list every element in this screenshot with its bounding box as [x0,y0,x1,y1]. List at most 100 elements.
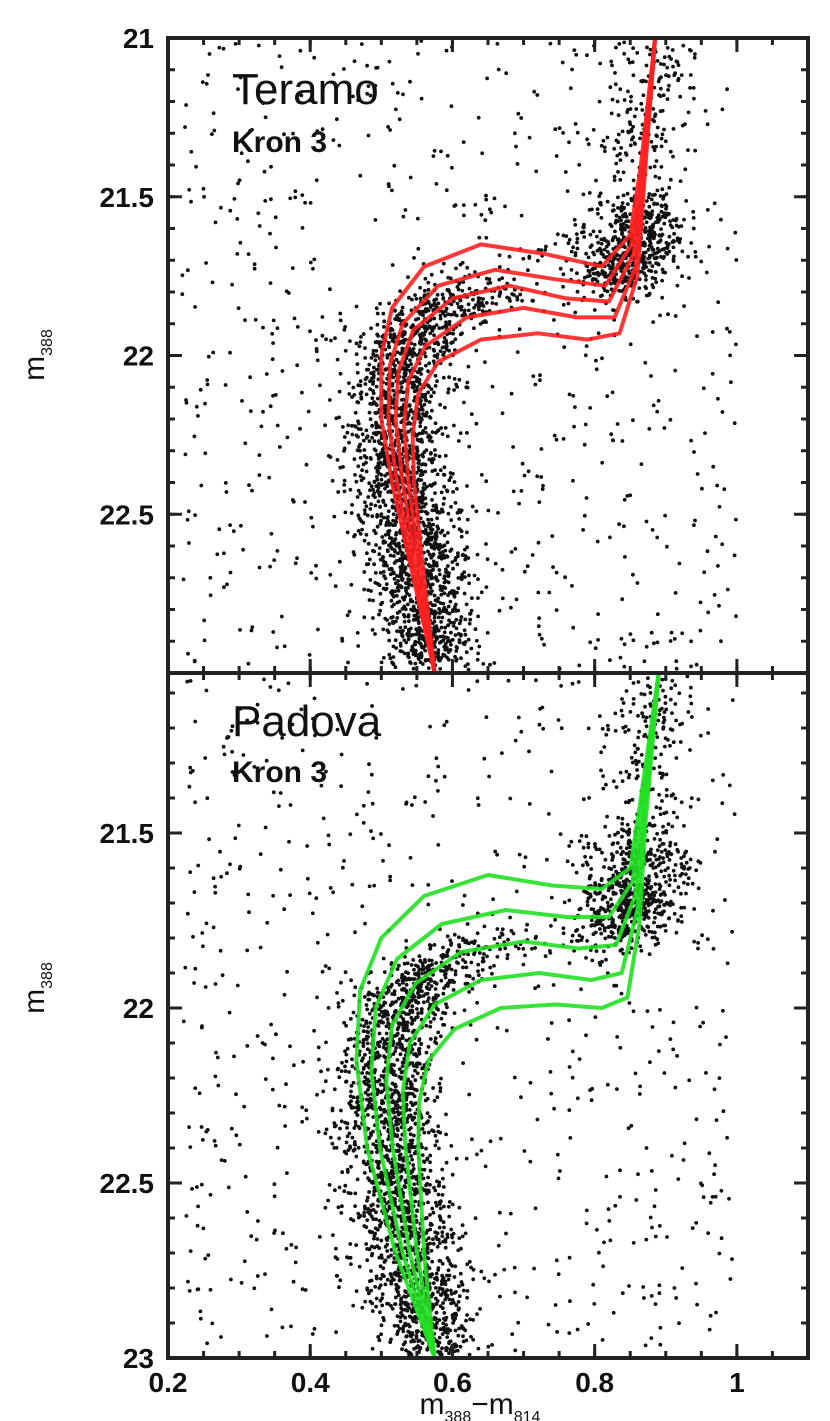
star-point [391,644,396,649]
star-point [444,320,448,325]
star-point [344,1052,349,1057]
star-point [447,611,452,616]
star-point [598,200,603,205]
star-point [428,435,433,440]
star-point [337,143,342,148]
star-point [315,358,320,363]
star-point [431,1086,435,1090]
star-point [252,266,257,271]
star-point [666,312,670,317]
star-point [430,621,435,626]
star-point [691,86,696,90]
star-point [228,208,233,213]
star-point [373,83,378,88]
star-point [599,143,604,148]
star-point [444,488,449,493]
star-point [660,295,665,300]
star-point [516,946,521,951]
star-point [696,946,700,951]
star-point [614,213,619,218]
star-point [406,586,410,590]
star-point [248,375,253,380]
star-point [439,1282,444,1287]
star-point [367,980,371,985]
star-point [356,529,361,533]
star-point [367,557,372,562]
star-point [509,928,514,933]
star-point [372,491,377,495]
star-point [432,316,437,321]
star-point [269,164,273,169]
star-point [567,237,572,242]
star-point [410,381,415,386]
star-point [359,335,363,339]
star-point [391,388,396,393]
star-point [406,613,411,617]
star-point [665,65,670,70]
star-point [416,1236,421,1241]
star-point [393,537,398,541]
star-point [683,167,688,172]
star-point [348,1094,353,1099]
star-point [391,662,396,667]
star-point [660,232,665,237]
star-point [381,570,386,574]
star-point [365,91,370,96]
star-point [404,1005,409,1009]
star-point [455,562,460,567]
star-point [438,551,442,555]
star-point [682,304,686,308]
star-point [571,625,576,630]
star-point [423,396,428,400]
star-point [271,341,275,345]
star-point [604,244,609,249]
star-point [336,490,341,494]
star-point [510,1332,515,1337]
star-point [443,453,448,458]
star-point [620,597,625,602]
star-point [418,382,422,386]
star-point [399,568,403,573]
star-point [363,500,367,505]
star-point [314,349,319,354]
star-point [388,522,393,526]
star-point [363,1090,368,1095]
star-point [511,931,516,936]
star-point [446,531,450,535]
star-point [602,236,607,241]
star-point [347,1131,352,1136]
star-point [513,547,518,551]
star-point [454,382,458,387]
star-point [469,412,474,417]
star-point [416,316,421,321]
star-point [465,1313,469,1317]
star-point [517,501,521,506]
star-point [412,389,417,394]
star-point [414,1334,419,1338]
star-point [594,367,599,372]
star-point [597,99,602,104]
star-point [397,312,402,316]
star-point [438,1304,443,1308]
star-point [537,616,542,621]
star-point [436,1237,441,1242]
star-point [448,276,453,281]
star-point [225,582,229,587]
star-point [511,489,516,494]
star-point [385,1153,389,1158]
star-point [380,600,385,605]
star-point [236,87,240,91]
star-point [535,281,539,286]
star-point [449,104,454,109]
star-point [379,483,384,487]
star-point [401,338,406,343]
star-point [712,593,717,597]
star-point [418,424,423,429]
star-point [584,344,589,348]
star-point [365,1195,370,1200]
star-point [275,549,280,553]
star-point [414,470,419,475]
star-point [612,864,617,869]
star-point [477,235,482,240]
star-point [652,893,657,898]
